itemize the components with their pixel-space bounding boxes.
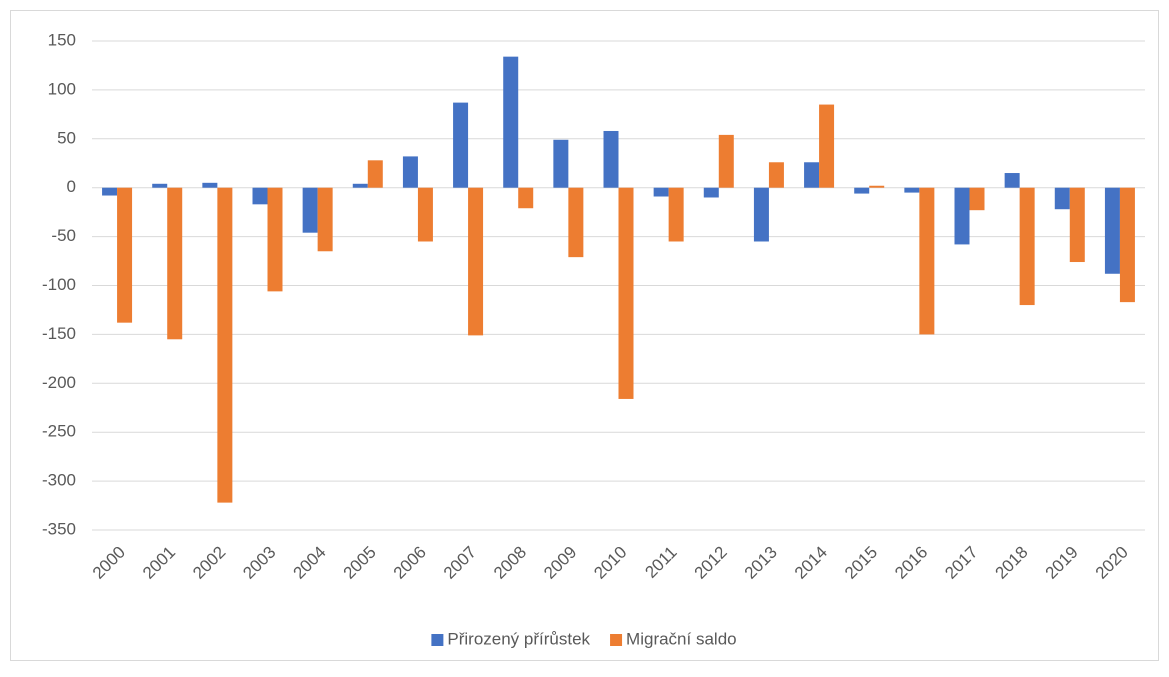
- legend-label: Přirozený přírůstek: [447, 629, 590, 648]
- bar: [869, 185, 885, 188]
- bar: [152, 183, 168, 188]
- bar: [718, 134, 734, 188]
- bar: [267, 187, 283, 292]
- bar: [367, 160, 383, 188]
- bar: [804, 162, 820, 188]
- bar: [954, 187, 970, 245]
- bar: [603, 130, 619, 188]
- bar: [518, 187, 534, 209]
- bar: [1104, 187, 1120, 274]
- bar: [618, 187, 634, 399]
- bar: [919, 187, 935, 335]
- bar: [904, 187, 920, 193]
- y-tick-label: -200: [42, 373, 76, 392]
- bar: [202, 182, 218, 188]
- bar: [819, 104, 835, 188]
- bar: [167, 187, 183, 340]
- bar: [1054, 187, 1070, 210]
- bar: [402, 156, 418, 188]
- y-tick-label: 150: [48, 30, 76, 49]
- bar: [753, 187, 769, 242]
- y-tick-label: 50: [57, 128, 76, 147]
- bar: [668, 187, 684, 242]
- bar: [768, 162, 784, 188]
- legend-swatch: [610, 634, 623, 646]
- bar: [417, 187, 433, 242]
- bar: [1019, 187, 1035, 306]
- bar: [969, 187, 985, 211]
- bar: [352, 183, 368, 188]
- bar: [468, 187, 484, 336]
- bar: [503, 56, 519, 188]
- legend-swatch: [431, 634, 444, 646]
- bar: [102, 187, 118, 196]
- bar: [568, 187, 584, 258]
- y-tick-label: -100: [42, 275, 76, 294]
- bar: [1119, 187, 1135, 303]
- bar: [117, 187, 133, 323]
- bar: [703, 187, 719, 198]
- y-tick-label: -350: [42, 519, 76, 538]
- bar: [302, 187, 318, 233]
- bar: [453, 102, 469, 188]
- legend-label: Migrační saldo: [626, 629, 737, 648]
- chart-frame: [10, 10, 1159, 661]
- y-tick-label: 0: [67, 177, 76, 196]
- bar: [252, 187, 268, 205]
- y-tick-label: 100: [48, 79, 76, 98]
- bar: [1004, 173, 1020, 188]
- bar: [553, 139, 569, 188]
- bar: [653, 187, 669, 197]
- y-tick-label: -300: [42, 471, 76, 490]
- y-tick-label: -150: [42, 324, 76, 343]
- y-tick-label: -250: [42, 422, 76, 441]
- bar: [1069, 187, 1085, 263]
- bar: [217, 187, 233, 503]
- bar: [854, 187, 870, 194]
- bar: [317, 187, 333, 252]
- y-tick-label: -50: [51, 226, 76, 245]
